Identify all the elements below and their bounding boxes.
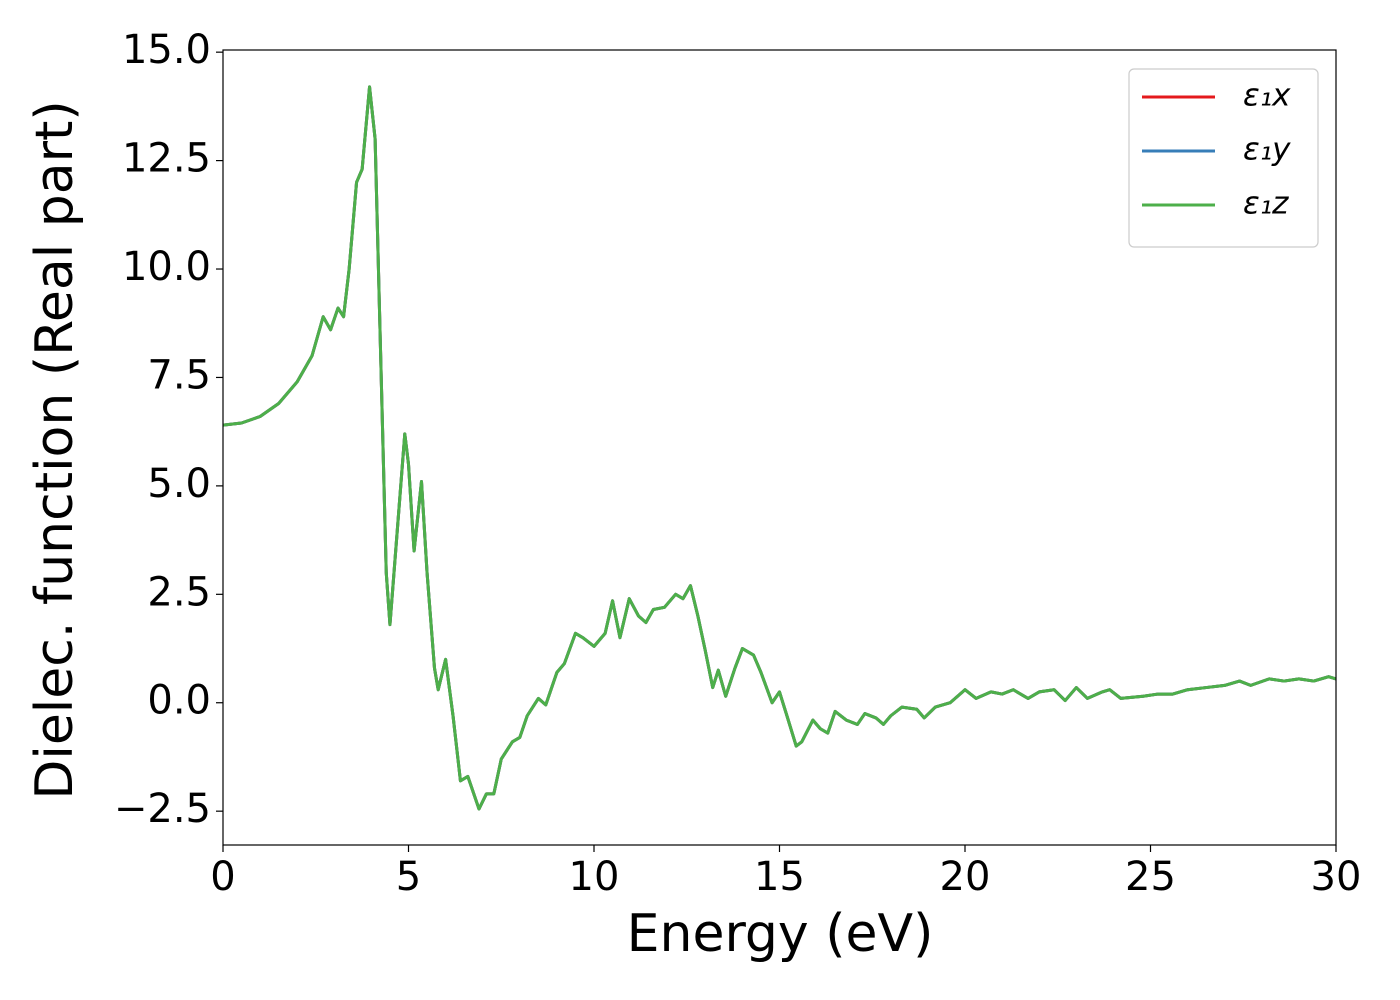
x-tick-label: 5 — [396, 854, 421, 900]
legend-label: ε₁y — [1243, 132, 1291, 168]
x-tick-label: 20 — [940, 854, 991, 900]
y-tick-label: 5.0 — [147, 461, 211, 507]
legend-label: ε₁z — [1243, 186, 1289, 222]
x-axis-label: Energy (eV) — [627, 904, 934, 964]
x-tick-label: 30 — [1311, 854, 1362, 900]
y-tick-label: 2.5 — [147, 569, 211, 615]
y-tick-label: 7.5 — [147, 352, 211, 398]
x-tick-label: 10 — [569, 854, 620, 900]
series-line — [223, 85, 1336, 811]
y-tick-label: −2.5 — [114, 786, 211, 832]
x-tick-label: 0 — [210, 854, 235, 900]
x-tick-label: 15 — [754, 854, 805, 900]
y-tick-label: 10.0 — [122, 244, 211, 290]
y-tick-label: 15.0 — [122, 27, 211, 73]
legend-label: ε₁x — [1243, 78, 1291, 114]
legend-box — [1128, 68, 1319, 248]
y-tick-label: 0.0 — [147, 678, 211, 724]
x-tick-label: 25 — [1125, 854, 1176, 900]
legend: ε₁x ε₁y ε₁z — [1128, 68, 1319, 248]
y-tick-label: 12.5 — [122, 136, 211, 182]
y-axis-label: Dielec. function (Real part) — [25, 100, 85, 799]
plot-frame — [222, 49, 1337, 846]
